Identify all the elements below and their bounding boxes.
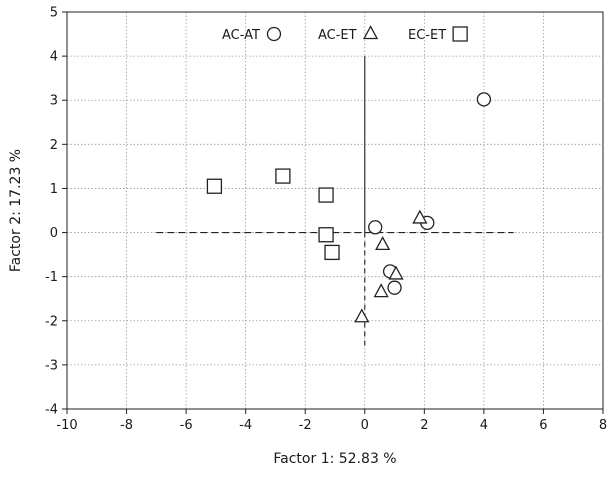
legend-label: EC-ET [408,28,446,43]
legend-marker-triangle [363,25,379,40]
point-square [206,178,223,194]
point-triangle [412,209,428,224]
point-circle [476,92,492,107]
center-lines [156,56,514,348]
x-tick-label: 0 [361,418,369,433]
x-tick-label: -4 [239,418,252,433]
point-triangle [373,283,389,298]
y-tick-label: -2 [45,314,58,329]
y-tick-label: 3 [50,94,58,109]
x-tick-label: -10 [56,418,77,433]
point-square [275,168,291,184]
y-axis-ticks: -4 -3 -2 -1 0 1 2 3 4 5 [45,6,67,418]
x-tick-label: -2 [299,418,312,433]
y-tick-label: 1 [50,182,58,197]
legend-marker-square [452,26,468,42]
x-tick-label: -6 [180,418,193,433]
legend-label: AC-ET [318,28,357,43]
x-tick-label: -8 [120,418,133,433]
point-square [318,227,334,243]
y-axis-label: Factor 2: 17.23 % [8,149,24,272]
point-triangle [375,236,391,251]
x-tick-label: 4 [480,418,488,433]
point-triangle [388,265,404,280]
y-tick-label: 5 [50,6,58,21]
point-triangle [354,308,370,323]
legend-label: AC-AT [222,28,260,43]
x-axis-label: Factor 1: 52.83 % [273,451,396,467]
y-tick-label: -3 [45,358,58,373]
plot-frame [66,11,604,410]
point-square [324,244,340,261]
point-square [318,187,334,203]
x-tick-label: 2 [420,418,428,433]
point-circle [387,280,402,295]
y-tick-label: -1 [45,270,58,285]
x-tick-label: 6 [539,418,547,433]
legend-marker-circle [266,26,282,42]
point-circle [368,220,383,235]
grid-lines [67,12,603,409]
y-tick-label: 2 [50,138,58,153]
legend: AC-AT AC-ET EC-ET [222,25,468,43]
x-tick-label: 8 [599,418,607,433]
data-points [206,92,492,323]
y-tick-label: -4 [45,403,58,418]
y-tick-label: 4 [50,50,58,65]
y-tick-label: 0 [50,226,58,241]
x-axis-ticks: -10 -8 -6 -4 -2 0 2 4 6 8 [56,409,607,433]
